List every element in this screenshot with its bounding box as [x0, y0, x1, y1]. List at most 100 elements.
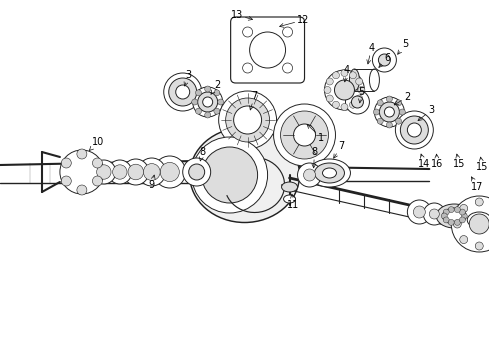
Circle shape: [461, 213, 467, 219]
Ellipse shape: [315, 163, 344, 183]
Circle shape: [108, 160, 132, 184]
Circle shape: [448, 207, 454, 213]
Ellipse shape: [322, 168, 337, 178]
Ellipse shape: [309, 159, 350, 187]
Circle shape: [326, 95, 333, 102]
Circle shape: [475, 242, 483, 250]
Ellipse shape: [273, 104, 336, 166]
Text: 6: 6: [379, 53, 391, 67]
Text: 14: 14: [418, 154, 430, 169]
Circle shape: [205, 112, 211, 118]
Circle shape: [373, 109, 379, 115]
Ellipse shape: [294, 124, 316, 146]
Ellipse shape: [281, 111, 328, 159]
Circle shape: [97, 165, 111, 179]
Circle shape: [144, 163, 160, 180]
Text: 4: 4: [367, 43, 374, 64]
Circle shape: [77, 149, 87, 159]
Circle shape: [183, 158, 211, 186]
Circle shape: [196, 90, 201, 96]
Text: 2: 2: [211, 80, 221, 94]
Circle shape: [443, 209, 449, 215]
Circle shape: [61, 176, 72, 186]
Circle shape: [454, 219, 461, 225]
Text: 5: 5: [358, 87, 365, 103]
Text: 3: 3: [418, 105, 435, 121]
Circle shape: [192, 137, 268, 213]
Circle shape: [113, 165, 127, 179]
Ellipse shape: [349, 69, 360, 91]
Circle shape: [345, 90, 369, 114]
Circle shape: [454, 207, 461, 213]
Circle shape: [61, 158, 72, 168]
Circle shape: [387, 122, 392, 128]
Circle shape: [324, 86, 331, 94]
Text: 12: 12: [280, 15, 310, 27]
Circle shape: [395, 100, 402, 106]
Circle shape: [218, 99, 223, 105]
Circle shape: [333, 72, 340, 79]
Circle shape: [377, 118, 383, 124]
Ellipse shape: [407, 123, 421, 137]
Circle shape: [356, 95, 363, 102]
Ellipse shape: [219, 91, 276, 149]
Ellipse shape: [193, 87, 222, 117]
Text: 15: 15: [453, 154, 465, 169]
Text: 13: 13: [230, 10, 252, 20]
Circle shape: [429, 209, 440, 219]
Text: 16: 16: [431, 154, 443, 169]
Ellipse shape: [234, 106, 262, 134]
Ellipse shape: [461, 208, 490, 232]
Ellipse shape: [190, 127, 299, 222]
Circle shape: [243, 27, 253, 37]
Circle shape: [92, 160, 116, 184]
Circle shape: [443, 217, 449, 223]
Circle shape: [249, 32, 286, 68]
Circle shape: [459, 217, 466, 223]
Text: 7: 7: [249, 91, 258, 110]
Circle shape: [469, 214, 489, 234]
Circle shape: [423, 203, 445, 225]
Ellipse shape: [169, 78, 196, 106]
Text: 2: 2: [394, 92, 411, 105]
Text: 10: 10: [89, 137, 104, 150]
Circle shape: [283, 63, 293, 73]
Circle shape: [202, 147, 258, 203]
Ellipse shape: [467, 212, 490, 228]
Ellipse shape: [203, 97, 213, 107]
Circle shape: [189, 164, 205, 180]
Text: 17: 17: [471, 177, 484, 192]
Circle shape: [356, 78, 363, 85]
Text: 4: 4: [343, 65, 349, 82]
Circle shape: [460, 204, 468, 212]
Circle shape: [378, 54, 391, 66]
Ellipse shape: [164, 73, 202, 111]
Ellipse shape: [226, 98, 270, 142]
Ellipse shape: [369, 69, 379, 91]
Ellipse shape: [282, 182, 297, 192]
Ellipse shape: [442, 208, 466, 224]
Circle shape: [441, 213, 447, 219]
FancyBboxPatch shape: [231, 17, 304, 83]
Circle shape: [128, 164, 144, 180]
Text: 15: 15: [476, 157, 489, 172]
Circle shape: [349, 72, 356, 79]
Ellipse shape: [379, 102, 399, 122]
Circle shape: [351, 96, 364, 108]
Circle shape: [205, 86, 211, 92]
Ellipse shape: [400, 116, 428, 144]
Ellipse shape: [284, 195, 295, 203]
Circle shape: [448, 219, 454, 225]
Ellipse shape: [384, 107, 394, 117]
Circle shape: [154, 156, 186, 188]
Circle shape: [196, 108, 201, 114]
Circle shape: [341, 69, 348, 77]
Circle shape: [341, 104, 348, 111]
Circle shape: [60, 150, 104, 194]
Circle shape: [358, 86, 365, 94]
Ellipse shape: [395, 111, 433, 149]
Circle shape: [460, 235, 468, 244]
Circle shape: [93, 158, 102, 168]
Circle shape: [214, 108, 220, 114]
Text: 3: 3: [184, 70, 192, 86]
